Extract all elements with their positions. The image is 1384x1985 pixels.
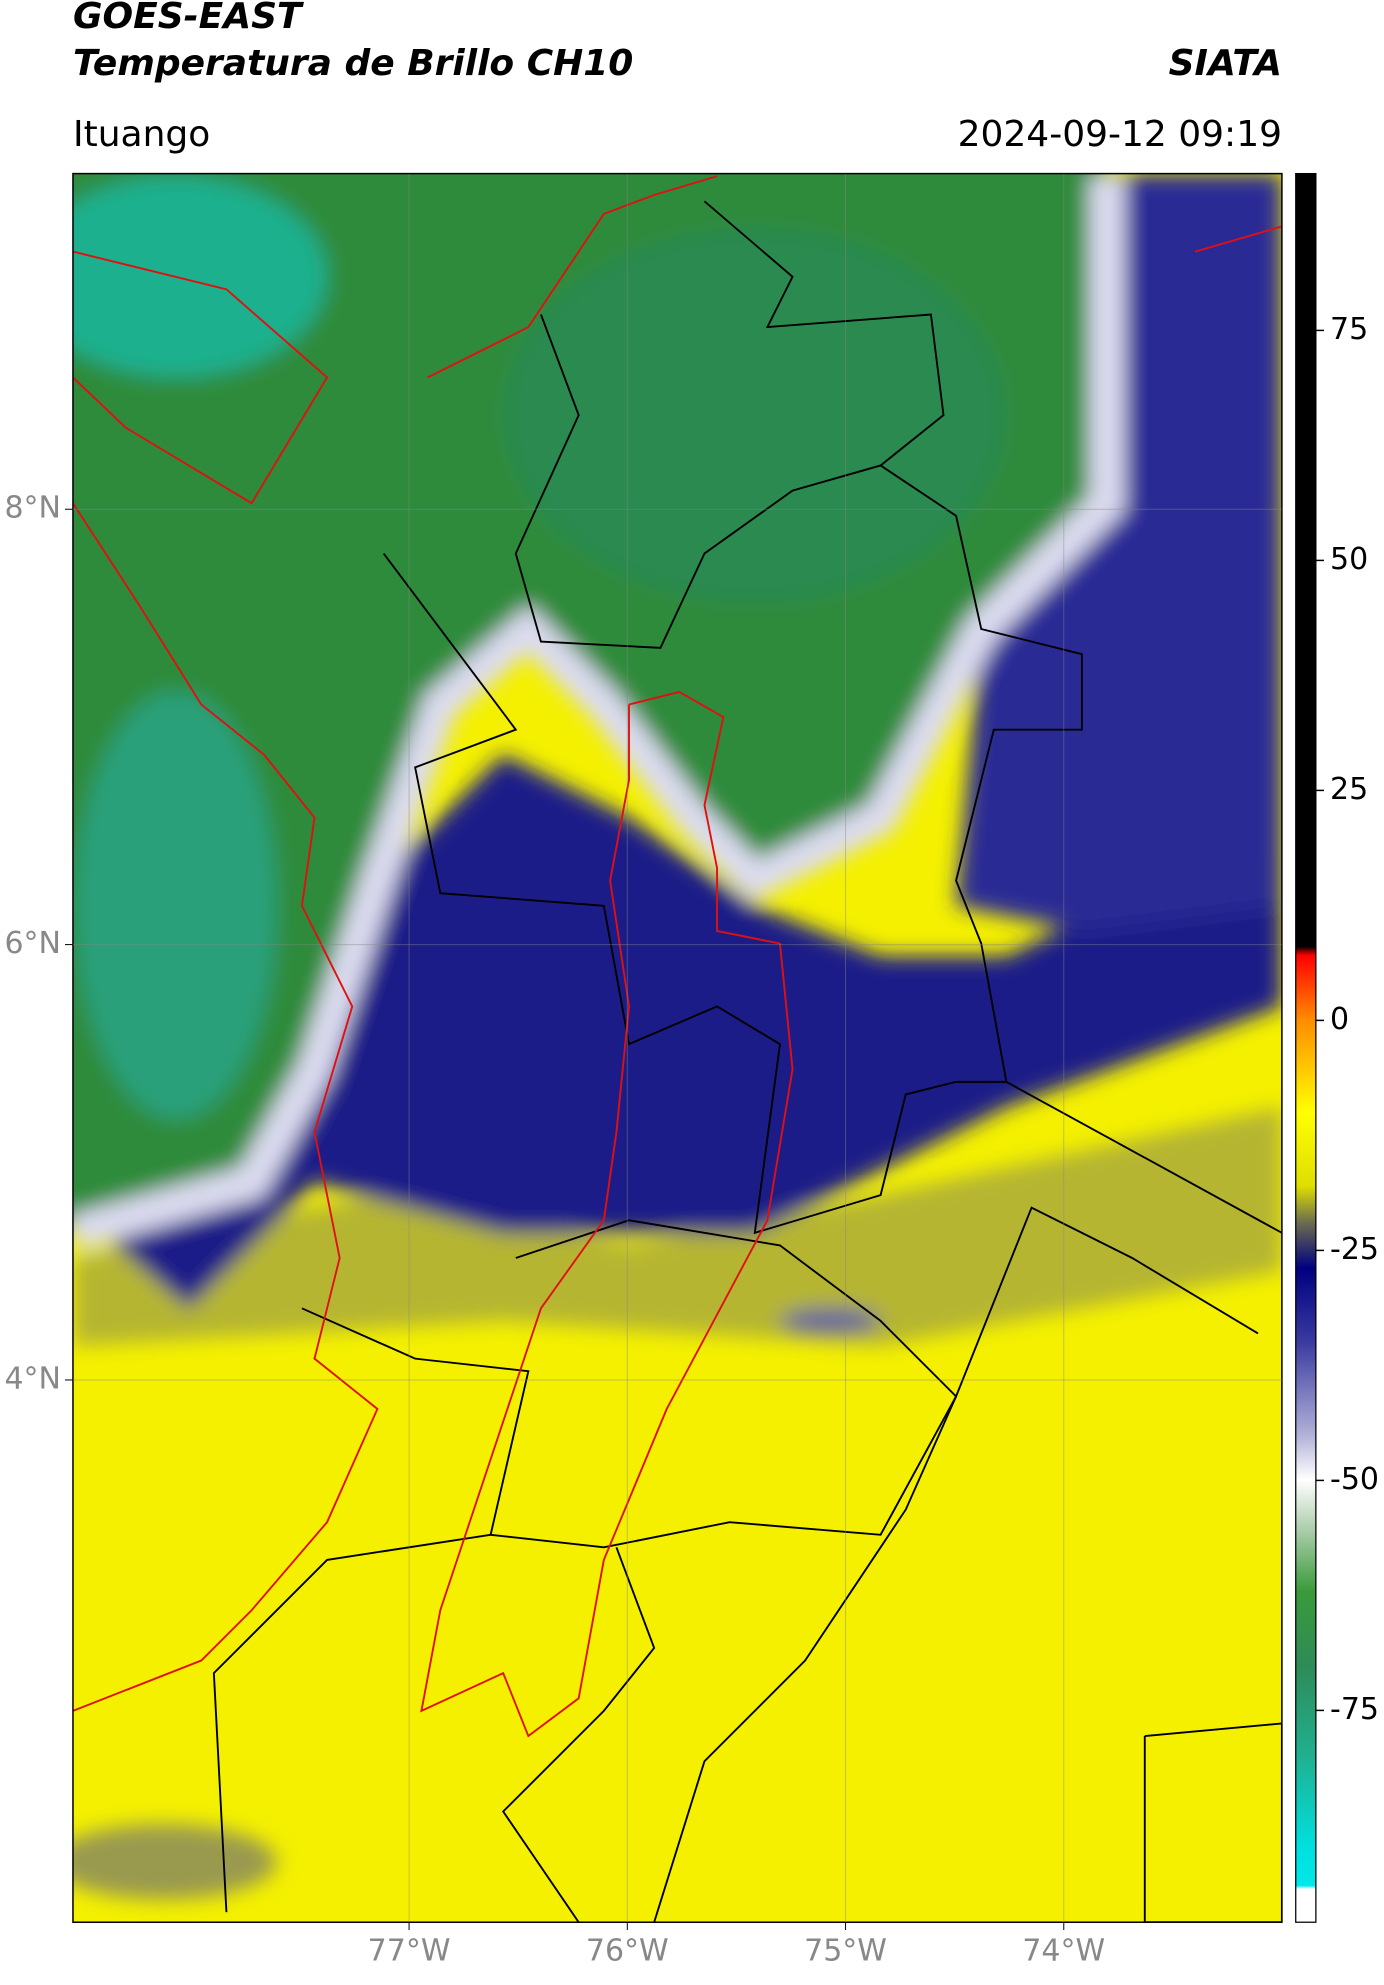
x-tick-label: 74°W xyxy=(1022,1934,1105,1969)
brand: SIATA xyxy=(1169,43,1282,84)
y-tick-label: 4°N xyxy=(4,1361,61,1396)
x-tick-label: 77°W xyxy=(368,1934,451,1969)
colorbar-tick-label: -50 xyxy=(1330,1462,1379,1497)
colorbar xyxy=(1295,172,1317,1923)
location: Ituango xyxy=(73,114,210,155)
satellite-image xyxy=(72,172,1317,1923)
borders xyxy=(212,200,1282,1923)
x-tick-label: 75°W xyxy=(804,1934,887,1969)
colorbar-tick-label: -75 xyxy=(1330,1692,1379,1727)
colorbar-tick-label: 50 xyxy=(1330,542,1368,577)
colorbar-tick-label: 25 xyxy=(1330,772,1368,807)
y-tick-label: 8°N xyxy=(4,491,61,526)
x-tick-label: 76°W xyxy=(586,1934,669,1969)
colorbar-tick-label: 0 xyxy=(1330,1002,1349,1037)
subtitle: Temperatura de Brillo CH10 xyxy=(73,43,633,84)
y-tick-label: 6°N xyxy=(4,926,61,961)
datetime: 2024-09-12 09:19 xyxy=(958,114,1282,155)
colorbar-tick-label: 75 xyxy=(1330,312,1368,347)
colorbar-tick-label: -25 xyxy=(1330,1232,1379,1267)
region-outline xyxy=(72,175,1282,1738)
title: GOES-EAST xyxy=(73,0,304,37)
